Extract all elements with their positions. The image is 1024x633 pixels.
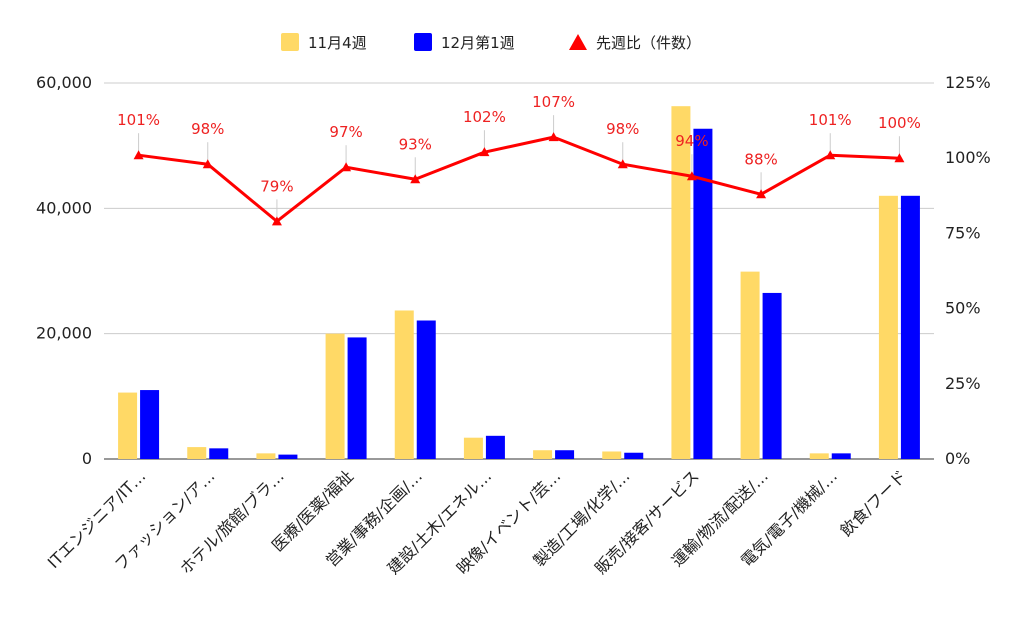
bar-series1 — [740, 271, 760, 459]
legend-swatch — [414, 33, 432, 51]
bar-series2 — [278, 454, 298, 459]
ratio-data-label: 88% — [744, 150, 777, 168]
ratio-point-marker — [756, 189, 767, 199]
ratio-data-label: 101% — [117, 111, 160, 129]
bar-series2 — [693, 128, 713, 459]
bar-series1 — [878, 195, 898, 460]
ratio-data-label: 100% — [878, 114, 921, 132]
y-right-tick-label: 100% — [945, 148, 991, 167]
bar-series1 — [187, 447, 207, 459]
y-right-tick-label: 125% — [945, 73, 991, 92]
y-right-tick-label: 50% — [945, 299, 981, 318]
bar-series2 — [209, 448, 229, 459]
bar-series1 — [325, 333, 345, 459]
bar-series2 — [900, 195, 920, 460]
bar-series2 — [416, 320, 436, 459]
ratio-data-label: 98% — [191, 120, 224, 138]
ratio-point-marker — [825, 150, 836, 160]
legend-swatch — [281, 33, 299, 51]
ratio-data-label: 79% — [260, 177, 293, 195]
y-left-tick-label: 20,000 — [36, 324, 92, 343]
ratio-data-label: 107% — [532, 93, 575, 111]
bar-series2 — [485, 435, 505, 459]
ratio-point-marker — [617, 159, 628, 169]
ratio-point-marker — [894, 153, 905, 163]
bar-series1 — [118, 392, 138, 459]
legend-triangle-icon — [569, 34, 587, 50]
y-right-tick-label: 25% — [945, 374, 981, 393]
ratio-point-marker — [548, 132, 559, 142]
ratio-point-marker — [133, 150, 144, 160]
bar-series2 — [555, 450, 575, 459]
bar-series1 — [602, 451, 622, 459]
ratio-point-marker — [341, 162, 352, 172]
x-category-label: 飲食/フード — [836, 466, 910, 540]
bar-series1 — [256, 453, 276, 459]
ratio-point-marker — [271, 216, 282, 226]
bar-series2 — [347, 337, 367, 459]
ratio-point-marker — [686, 171, 697, 181]
bar-series2 — [831, 453, 851, 459]
legend-label: 11月4週 — [308, 34, 367, 52]
bar-series1 — [809, 453, 829, 459]
ratio-data-label: 94% — [675, 132, 708, 150]
y-right-tick-label: 75% — [945, 223, 981, 242]
bar-series1 — [394, 310, 414, 459]
bar-series1 — [671, 106, 691, 459]
y-left-tick-label: 40,000 — [36, 198, 92, 217]
bar-series2 — [140, 390, 160, 459]
ratio-data-label: 98% — [606, 120, 639, 138]
legend-label: 12月第1週 — [441, 34, 515, 52]
bar-series1 — [463, 437, 483, 459]
ratio-data-label: 102% — [463, 108, 506, 126]
legend-label: 先週比（件数） — [596, 34, 701, 52]
y-left-tick-label: 60,000 — [36, 73, 92, 92]
ratio-point-marker — [410, 174, 421, 184]
bar-series2 — [624, 452, 644, 459]
ratio-data-label: 101% — [809, 111, 852, 129]
y-right-tick-label: 0% — [945, 449, 970, 468]
ratio-point-marker — [202, 159, 213, 169]
legend: 11月4週 12月第1週 先週比（件数） — [281, 33, 701, 52]
ratio-data-label: 97% — [329, 123, 362, 141]
ratio-data-label: 93% — [399, 135, 432, 153]
ratio-point-marker — [479, 147, 490, 157]
y-left-tick-label: 0 — [82, 449, 92, 468]
ratio-line — [138, 135, 900, 223]
bar-series2 — [762, 292, 782, 459]
bar-series1 — [533, 450, 553, 459]
